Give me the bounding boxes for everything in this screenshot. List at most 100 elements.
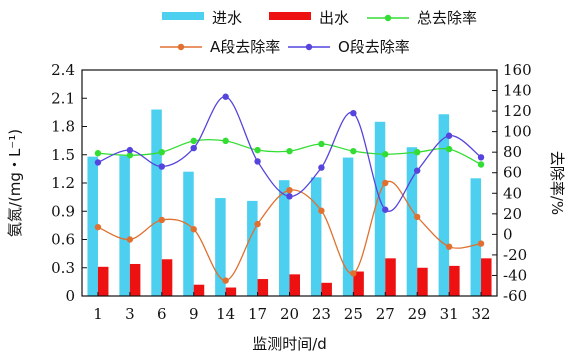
point-total-17 xyxy=(254,146,261,154)
legend-swatch-effluent xyxy=(269,12,311,20)
point-a-stage-17 xyxy=(254,220,261,228)
point-total-23 xyxy=(318,140,325,148)
x-tick-label: 31 xyxy=(440,305,459,323)
point-total-31 xyxy=(445,145,453,153)
y2-tick-label: -60 xyxy=(503,287,527,305)
y-tick-label: 1.5 xyxy=(51,146,75,164)
y2-tick-label: 40 xyxy=(503,184,522,202)
y-tick-label: 0.9 xyxy=(51,202,75,220)
point-o-stage-6 xyxy=(158,163,166,170)
bar-influent-27 xyxy=(374,121,386,297)
point-a-stage-29 xyxy=(413,213,421,221)
point-total-27 xyxy=(382,151,389,158)
bar-influent-9 xyxy=(183,171,194,296)
bar-influent-14 xyxy=(215,198,226,296)
bar-layer xyxy=(87,109,492,297)
bar-influent-6 xyxy=(151,109,162,296)
bar-effluent-32 xyxy=(481,258,492,296)
point-a-stage-14 xyxy=(222,277,229,284)
line-layer xyxy=(94,93,485,284)
y-tick-label: 1.8 xyxy=(51,118,75,136)
legend: 进水 出水 总去除率 A段去除率 O段去除率 xyxy=(160,9,477,56)
point-total-1 xyxy=(94,150,102,157)
bar-effluent-1 xyxy=(97,266,109,296)
y2-tick-label: -40 xyxy=(503,266,527,284)
y2-tick-label: 0 xyxy=(503,225,513,243)
bar-effluent-20 xyxy=(289,274,300,296)
point-a-stage-31 xyxy=(445,243,453,250)
x-tick-label: 23 xyxy=(312,305,331,323)
point-a-stage-6 xyxy=(158,216,166,224)
point-total-25 xyxy=(350,147,357,155)
y-tick-label: 2.1 xyxy=(51,89,75,107)
legend-label-o-stage: O段去除率 xyxy=(338,38,410,56)
y2-tick-label: 80 xyxy=(503,143,522,161)
point-o-stage-25 xyxy=(350,109,357,117)
point-total-3 xyxy=(126,152,134,159)
y2-tick-label: 160 xyxy=(503,61,532,79)
point-a-stage-23 xyxy=(318,207,325,214)
legend-swatch-influent xyxy=(162,12,204,20)
y2-tick-label: 100 xyxy=(503,123,532,141)
y-tick-label: 2.4 xyxy=(51,61,75,79)
bar-effluent-6 xyxy=(161,259,173,296)
legend-marker-o-stage xyxy=(305,43,313,51)
point-a-stage-27 xyxy=(382,179,389,187)
bar-effluent-17 xyxy=(257,279,269,296)
bar-effluent-29 xyxy=(417,267,428,296)
y-tick-label: 0 xyxy=(65,287,75,305)
x-tick-label: 9 xyxy=(189,305,199,323)
point-total-29 xyxy=(413,148,421,156)
legend-label-total: 总去除率 xyxy=(417,9,477,27)
point-o-stage-20 xyxy=(286,193,293,200)
point-o-stage-1 xyxy=(94,159,102,166)
bar-influent-32 xyxy=(470,178,482,296)
x-tick-label: 32 xyxy=(471,305,490,323)
y-tick-label: 0.3 xyxy=(51,259,75,277)
point-o-stage-29 xyxy=(413,167,421,174)
bar-influent-23 xyxy=(310,177,322,296)
bar-influent-3 xyxy=(119,155,130,296)
y2-tick-label: 20 xyxy=(503,205,522,223)
x-tick-label: 25 xyxy=(344,305,363,323)
point-total-32 xyxy=(477,161,485,168)
x-tick-label: 14 xyxy=(216,305,235,323)
point-total-6 xyxy=(158,148,166,156)
bar-effluent-25 xyxy=(353,271,364,296)
point-total-9 xyxy=(190,137,197,145)
x-tick-label: 3 xyxy=(125,305,135,323)
y2-tick-label: -20 xyxy=(503,246,527,264)
legend-marker-a-stage xyxy=(177,43,185,51)
point-o-stage-14 xyxy=(222,93,229,100)
x-tick-label: 29 xyxy=(408,305,427,323)
y2-axis-label: 去除率/% xyxy=(548,151,566,215)
point-a-stage-3 xyxy=(126,236,134,243)
y2-tick-label: 120 xyxy=(503,102,532,120)
y2-tick-label: 140 xyxy=(503,82,532,100)
legend-label-effluent: 出水 xyxy=(319,9,349,27)
y2-tick-label: 60 xyxy=(503,164,522,182)
point-a-stage-9 xyxy=(190,226,197,233)
point-o-stage-9 xyxy=(190,144,197,152)
bar-effluent-9 xyxy=(193,284,205,296)
point-total-14 xyxy=(222,137,229,145)
bar-influent-17 xyxy=(247,200,258,296)
point-o-stage-32 xyxy=(477,154,485,161)
x-tick-label: 17 xyxy=(248,305,267,323)
point-o-stage-17 xyxy=(254,158,261,165)
y-tick-label: 0.6 xyxy=(51,231,75,249)
bar-influent-31 xyxy=(438,114,450,296)
point-a-stage-25 xyxy=(350,270,357,277)
point-total-20 xyxy=(286,147,293,155)
point-o-stage-3 xyxy=(126,146,134,154)
point-a-stage-20 xyxy=(286,186,293,194)
bar-influent-25 xyxy=(342,157,354,296)
x-tick-label: 20 xyxy=(280,305,299,323)
legend-marker-total xyxy=(384,14,392,22)
axes: 0 0.3 0.6 0.9 1.2 1.5 1.8 2.1 2.4 -60 -40 -20 0 20 40 6… xyxy=(51,61,532,323)
point-o-stage-31 xyxy=(445,132,453,139)
y-tick-label: 1.2 xyxy=(51,174,75,192)
point-a-stage-32 xyxy=(477,240,485,247)
bar-effluent-3 xyxy=(129,263,141,296)
